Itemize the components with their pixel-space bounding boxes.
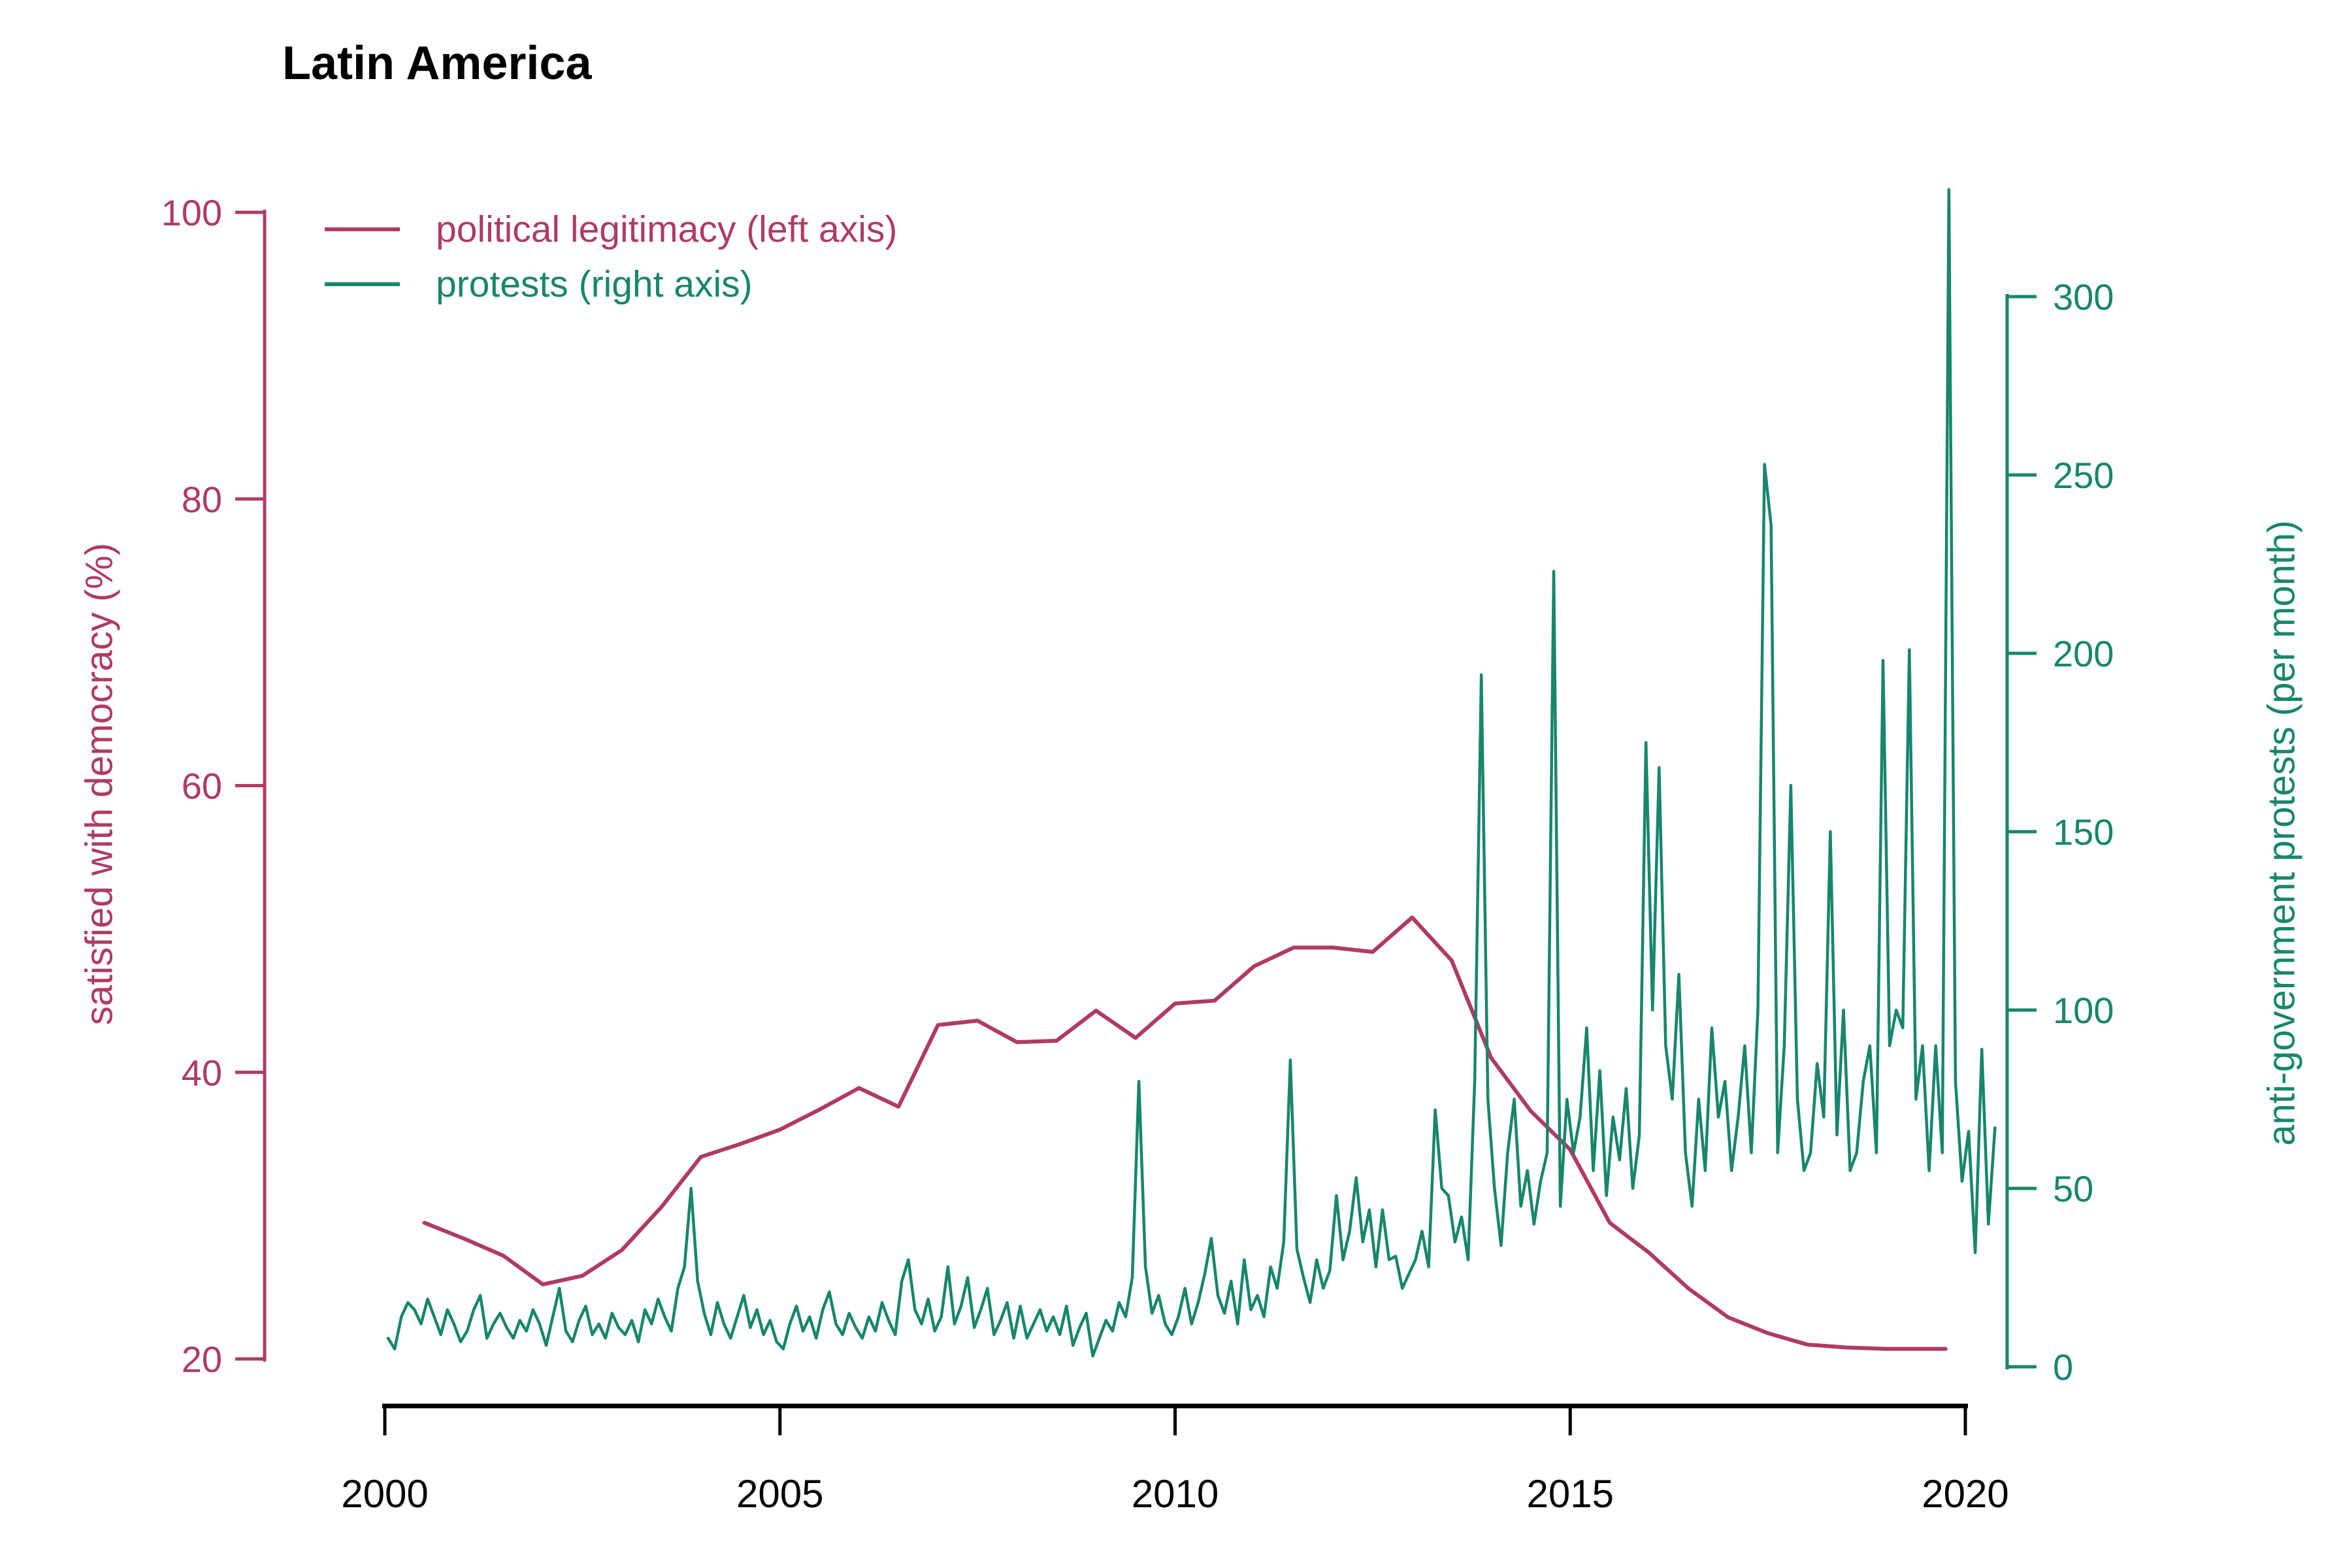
right-axis-tick-label: 100 bbox=[2053, 990, 2114, 1031]
right-axis-tick-label: 150 bbox=[2053, 811, 2114, 853]
right-axis-tick-label: 200 bbox=[2053, 633, 2114, 674]
left-axis-tick-label: 20 bbox=[182, 1339, 222, 1380]
left-axis-tick-label: 60 bbox=[182, 766, 222, 807]
protests-series-line bbox=[386, 188, 1997, 1358]
right-axis-tick-label: 300 bbox=[2053, 276, 2114, 318]
legend-label-legitimacy: political legitimacy (left axis) bbox=[436, 208, 898, 250]
chart-title: Latin America bbox=[282, 37, 592, 90]
left-axis-tick-label: 100 bbox=[161, 192, 222, 233]
legend-entry-legitimacy: political legitimacy (left axis) bbox=[325, 208, 897, 251]
x-axis-tick-label: 2010 bbox=[1132, 1472, 1219, 1516]
left-axis-tick-label: 40 bbox=[182, 1052, 222, 1093]
legend-entry-protests: protests (right axis) bbox=[325, 263, 753, 306]
left-axis-tick-label: 80 bbox=[182, 479, 222, 520]
right-axis-tick-label: 50 bbox=[2053, 1168, 2093, 1209]
x-axis-tick-label: 2000 bbox=[341, 1472, 428, 1516]
legend-line-legitimacy-icon bbox=[325, 227, 400, 231]
x-axis-tick-label: 2020 bbox=[1922, 1472, 2008, 1516]
legitimacy-series-line bbox=[422, 915, 1948, 1351]
legend-label-protests: protests (right axis) bbox=[436, 263, 753, 305]
x-axis-tick-label: 2005 bbox=[736, 1472, 823, 1516]
legend-line-protests-icon bbox=[325, 282, 400, 286]
x-axis-tick-label: 2015 bbox=[1527, 1472, 1614, 1516]
right-axis-tick-label: 250 bbox=[2053, 455, 2114, 496]
right-axis-tick-label: 0 bbox=[2053, 1347, 2073, 1388]
